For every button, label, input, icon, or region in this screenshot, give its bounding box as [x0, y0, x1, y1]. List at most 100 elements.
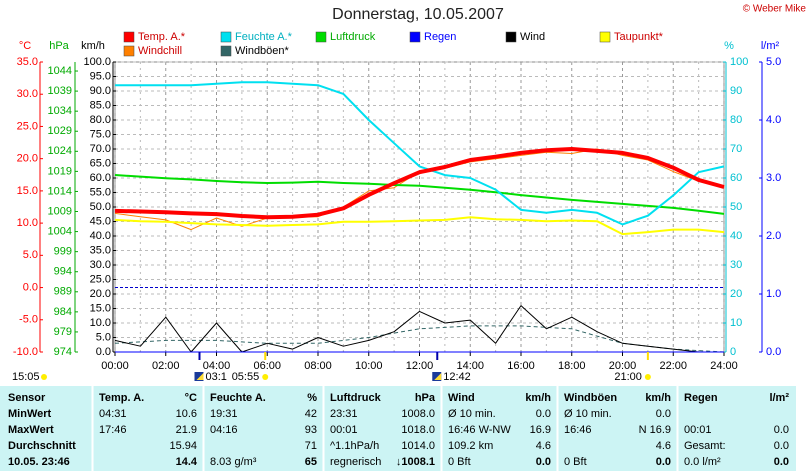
table-cell: 21.9 — [176, 424, 197, 436]
x-tick-label: 02:00 — [152, 360, 180, 372]
table-cell: 65 — [305, 456, 317, 468]
x-tick-label: 16:00 — [507, 360, 535, 372]
table-cell: km/h — [525, 392, 551, 404]
moon-icon — [432, 372, 442, 381]
table-cell: l/m² — [769, 392, 789, 404]
table-cell: 0.0 — [774, 440, 789, 452]
x-tick-label: 14:00 — [456, 360, 484, 372]
legend-swatch — [315, 31, 327, 43]
y3-tick-label: 5.0 — [96, 331, 111, 343]
series-line — [114, 325, 725, 353]
table-cell: 1018.0 — [401, 424, 435, 436]
y2-tick-label: 1009 — [48, 205, 72, 217]
y-tick-label: 15.0 — [17, 185, 38, 197]
table-cell: Temp. A. — [99, 392, 144, 404]
x-tick-label: 22:00 — [659, 360, 687, 372]
y5-tick-label: 4.0 — [766, 114, 781, 126]
table-cell: 10.6 — [176, 408, 197, 420]
y2-tick-label: 1029 — [48, 125, 72, 137]
y4-tick-label: 90 — [730, 85, 742, 97]
legend-label: Windböen* — [235, 45, 290, 57]
y2-tick-label: 1004 — [48, 225, 72, 237]
y2-tick-label: 999 — [54, 246, 72, 258]
x-tick-label: 10:00 — [355, 360, 383, 372]
y-tick-label: 5.0 — [23, 249, 38, 261]
legend-label: Taupunkt* — [614, 31, 664, 43]
sun-icon — [262, 374, 269, 380]
legend-swatch — [409, 31, 421, 43]
legend-swatch — [505, 31, 517, 43]
table-cell: 00:01 — [330, 424, 358, 436]
y-tick-label: -5.0 — [19, 314, 38, 326]
table-cell: Windböen — [564, 392, 617, 404]
y5-tick-label: 5.0 — [766, 56, 781, 68]
table-cell: 93 — [305, 424, 317, 436]
table-cell: 23:31 — [330, 408, 358, 420]
y-tick-label: 10.0 — [17, 217, 38, 229]
legend-swatch — [220, 45, 232, 57]
table-background — [0, 386, 796, 471]
table-cell: MaxWert — [8, 424, 54, 436]
table-cell: Regen — [684, 392, 718, 404]
x-tick-label: 06:00 — [253, 360, 281, 372]
y4-tick-label: 10 — [730, 317, 742, 329]
legend-label: Windchill — [138, 45, 182, 57]
y2-tick-label: 989 — [54, 286, 72, 298]
y5-tick-label: 2.0 — [766, 230, 781, 242]
table-cell: Durchschnitt — [8, 440, 76, 452]
legend-swatch — [123, 45, 135, 57]
y4-tick-label: 20 — [730, 288, 742, 300]
legend-swatch — [599, 31, 611, 43]
legend-label: Regen — [424, 31, 456, 43]
table-cell: 00:01 — [684, 424, 712, 436]
annotation-label: 21:00 — [614, 371, 642, 383]
table-cell: ^1.1hPa/h — [330, 440, 379, 452]
table-cell: 42 — [305, 408, 317, 420]
y4-tick-label: 30 — [730, 259, 742, 271]
legend-label: Luftdruck — [330, 31, 376, 43]
y-tick-label: 30.0 — [17, 88, 38, 100]
y2-axis-label: hPa — [49, 40, 69, 52]
y2-tick-label: 1019 — [48, 165, 72, 177]
table-cell: Wind — [448, 392, 475, 404]
table-cell: 0.0 — [774, 424, 789, 436]
legend-label: Feuchte A.* — [235, 31, 293, 43]
y5-tick-label: 0.0 — [766, 346, 781, 358]
y2-tick-label: 1014 — [48, 185, 72, 197]
y5-tick-label: 3.0 — [766, 172, 781, 184]
moon-shape — [196, 373, 204, 380]
y3-tick-label: 0.0 — [96, 346, 111, 358]
chart-title: Donnerstag, 10.05.2007 — [332, 6, 504, 23]
x-tick-label: 04:00 — [203, 360, 231, 372]
table-cell: 71 — [305, 440, 317, 452]
y4-tick-label: 0 — [730, 346, 736, 358]
table-cell: 1014.0 — [401, 440, 435, 452]
table-cell: Feuchte A. — [210, 392, 266, 404]
y-tick-label: 35.0 — [17, 56, 38, 68]
legend-swatch — [220, 31, 232, 43]
table-cell: 16:46 W-NW — [448, 424, 511, 436]
table-cell: °C — [185, 392, 197, 404]
y3-tick-label: 65.0 — [90, 157, 111, 169]
table-cell: MinWert — [8, 408, 52, 420]
y3-tick-label: 25.0 — [90, 273, 111, 285]
y2-tick-label: 994 — [54, 266, 72, 278]
table-cell: % — [307, 392, 317, 404]
series-line — [114, 147, 725, 220]
table-cell: Ø 10 min. — [448, 408, 496, 420]
series-line — [114, 216, 725, 236]
legend-label: Temp. A.* — [138, 31, 186, 43]
y2-tick-label: 984 — [54, 306, 72, 318]
x-tick-label: 12:00 — [406, 360, 434, 372]
table-cell: 19:31 — [210, 408, 238, 420]
y-tick-label: 25.0 — [17, 120, 38, 132]
y3-tick-label: 15.0 — [90, 302, 111, 314]
series-line — [115, 81, 725, 226]
table-cell: Ø 10 min. — [564, 408, 612, 420]
table-cell: 04:31 — [99, 408, 127, 420]
x-tick-label: 18:00 — [558, 360, 586, 372]
table-cell: 10.05. 23:46 — [8, 456, 70, 468]
y3-tick-label: 10.0 — [90, 317, 111, 329]
y3-tick-label: 50.0 — [90, 201, 111, 213]
